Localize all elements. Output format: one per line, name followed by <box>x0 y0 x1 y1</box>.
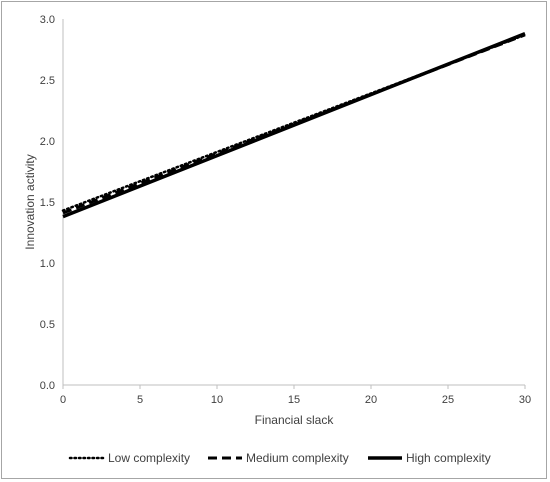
y-tick-label: 1.5 <box>40 197 55 209</box>
x-tick-label: 0 <box>60 394 66 406</box>
x-axis-title: Financial slack <box>255 413 335 427</box>
legend-label: Low complexity <box>108 451 190 465</box>
legend: Low complexity Medium complexity High comp… <box>68 451 491 465</box>
y-axis-title: Innovation activity <box>23 154 37 249</box>
x-tick-label: 10 <box>211 394 223 406</box>
x-tick-label: 30 <box>519 394 531 406</box>
y-tick-label: 3.0 <box>40 14 55 26</box>
x-tick-label: 15 <box>288 394 300 406</box>
series-line-low-complexity <box>61 33 527 212</box>
series-layer <box>61 32 527 219</box>
legend-label: Medium complexity <box>246 451 349 465</box>
x-tick-label: 25 <box>442 394 454 406</box>
x-tick-label: 5 <box>137 394 143 406</box>
legend-label: High complexity <box>406 451 491 465</box>
x-tick-label: 20 <box>365 394 377 406</box>
y-tick-label: 2.5 <box>40 75 55 87</box>
y-tick-label: 0.0 <box>40 380 55 392</box>
y-tick-label: 1.0 <box>40 258 55 270</box>
axes: 0.0 0.5 1.0 1.5 2.0 2.5 3.0 0 5 10 15 20 25 30 <box>40 14 531 406</box>
y-tick-label: 2.0 <box>40 136 55 148</box>
y-tick-label: 0.5 <box>40 319 55 331</box>
